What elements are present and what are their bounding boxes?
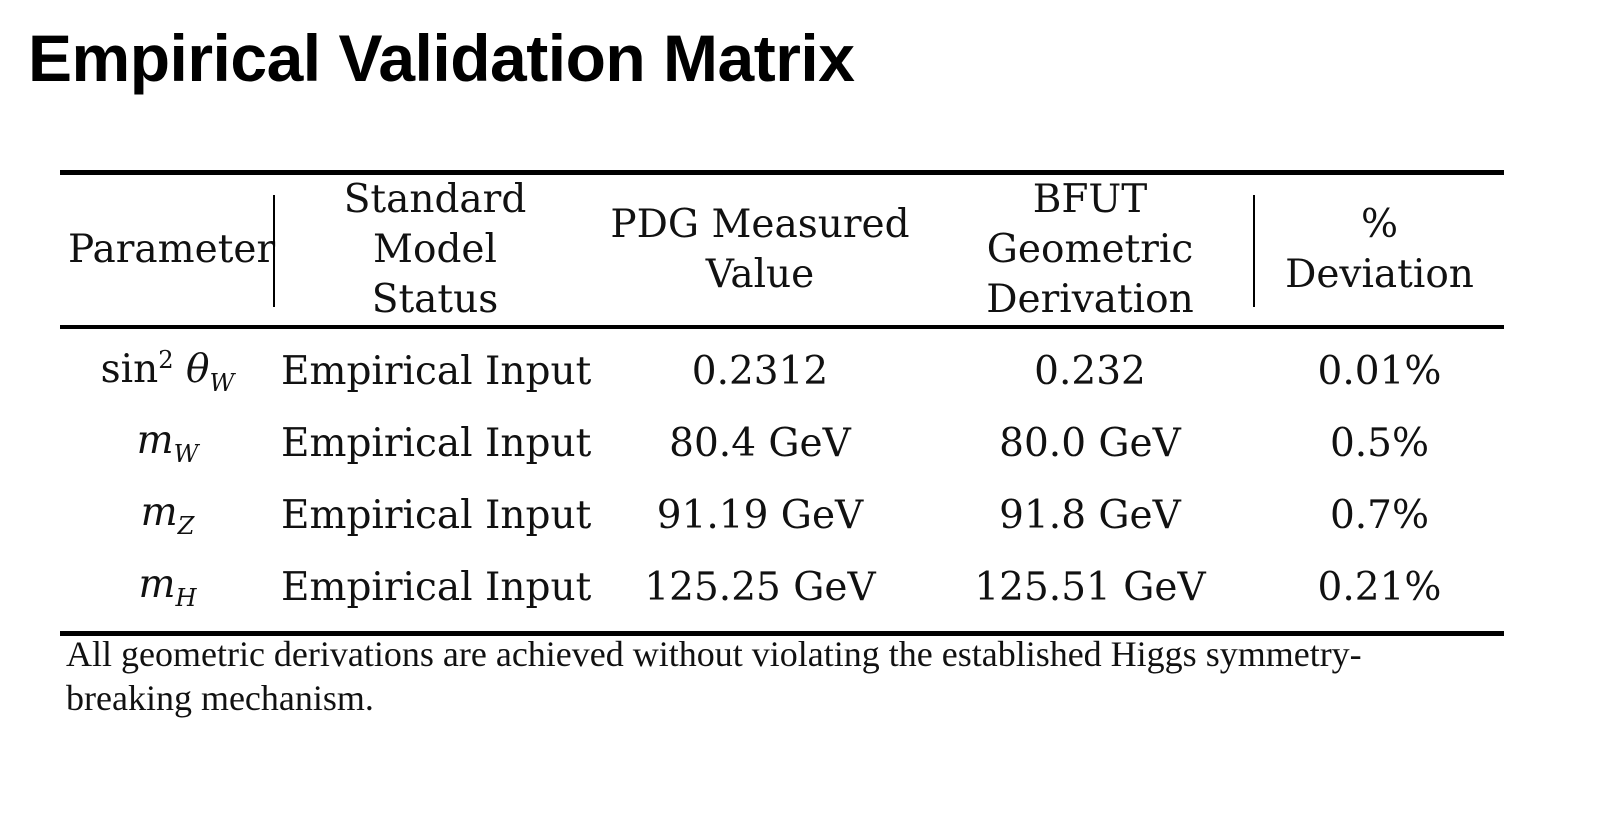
- page-title: Empirical Validation Matrix: [28, 21, 855, 95]
- column-header-sm-status: Standard Model Status: [343, 177, 527, 322]
- deviation-cell: 0.21%: [1317, 564, 1442, 610]
- table-row: mH Empirical Input 125.25 GeV 125.51 GeV…: [60, 551, 1504, 634]
- column-header-deviation: % Deviation: [1285, 202, 1474, 297]
- validation-matrix-table: Parameter Standard Model Status PDG Measu…: [60, 170, 1504, 636]
- pdg-value-cell: 91.19 GeV: [656, 492, 864, 538]
- status-cell: Empirical Input: [281, 420, 592, 466]
- table-row: mW Empirical Input 80.4 GeV 80.0 GeV 0.5…: [60, 407, 1504, 479]
- pdg-value-cell: 125.25 GeV: [644, 564, 876, 610]
- column-header-parameter: Parameter: [60, 173, 275, 328]
- status-cell: Empirical Input: [281, 564, 592, 610]
- bfut-value-cell: 125.51 GeV: [974, 564, 1206, 610]
- pdg-value-cell: 0.2312: [691, 348, 829, 394]
- parameter-cell: mZ: [140, 490, 195, 540]
- status-cell: Empirical Input: [281, 492, 592, 538]
- table-row: mZ Empirical Input 91.19 GeV 91.8 GeV 0.…: [60, 479, 1504, 551]
- table-header-row: Parameter Standard Model Status PDG Measu…: [60, 172, 1504, 328]
- deviation-cell: 0.7%: [1329, 492, 1430, 538]
- status-cell: Empirical Input: [281, 348, 592, 394]
- deviation-cell: 0.01%: [1317, 348, 1442, 394]
- bfut-value-cell: 0.232: [1034, 348, 1146, 394]
- deviation-cell: 0.5%: [1329, 420, 1430, 466]
- parameter-cell: mW: [136, 418, 199, 468]
- table-row: sin2 θW Empirical Input 0.2312 0.232 0.0…: [60, 327, 1504, 407]
- bfut-value-cell: 80.0 GeV: [999, 420, 1181, 466]
- pdg-value-cell: 80.4 GeV: [669, 420, 851, 466]
- column-header-bfut-derivation: BFUT Geometric Derivation: [925, 173, 1255, 328]
- bfut-value-cell: 91.8 GeV: [999, 492, 1181, 538]
- parameter-cell: mH: [138, 562, 197, 612]
- column-header-pdg-value: PDG Measured Value: [610, 202, 910, 297]
- table-footnote: All geometric derivations are achieved w…: [66, 634, 1362, 718]
- parameter-cell: sin2 θW: [100, 345, 235, 397]
